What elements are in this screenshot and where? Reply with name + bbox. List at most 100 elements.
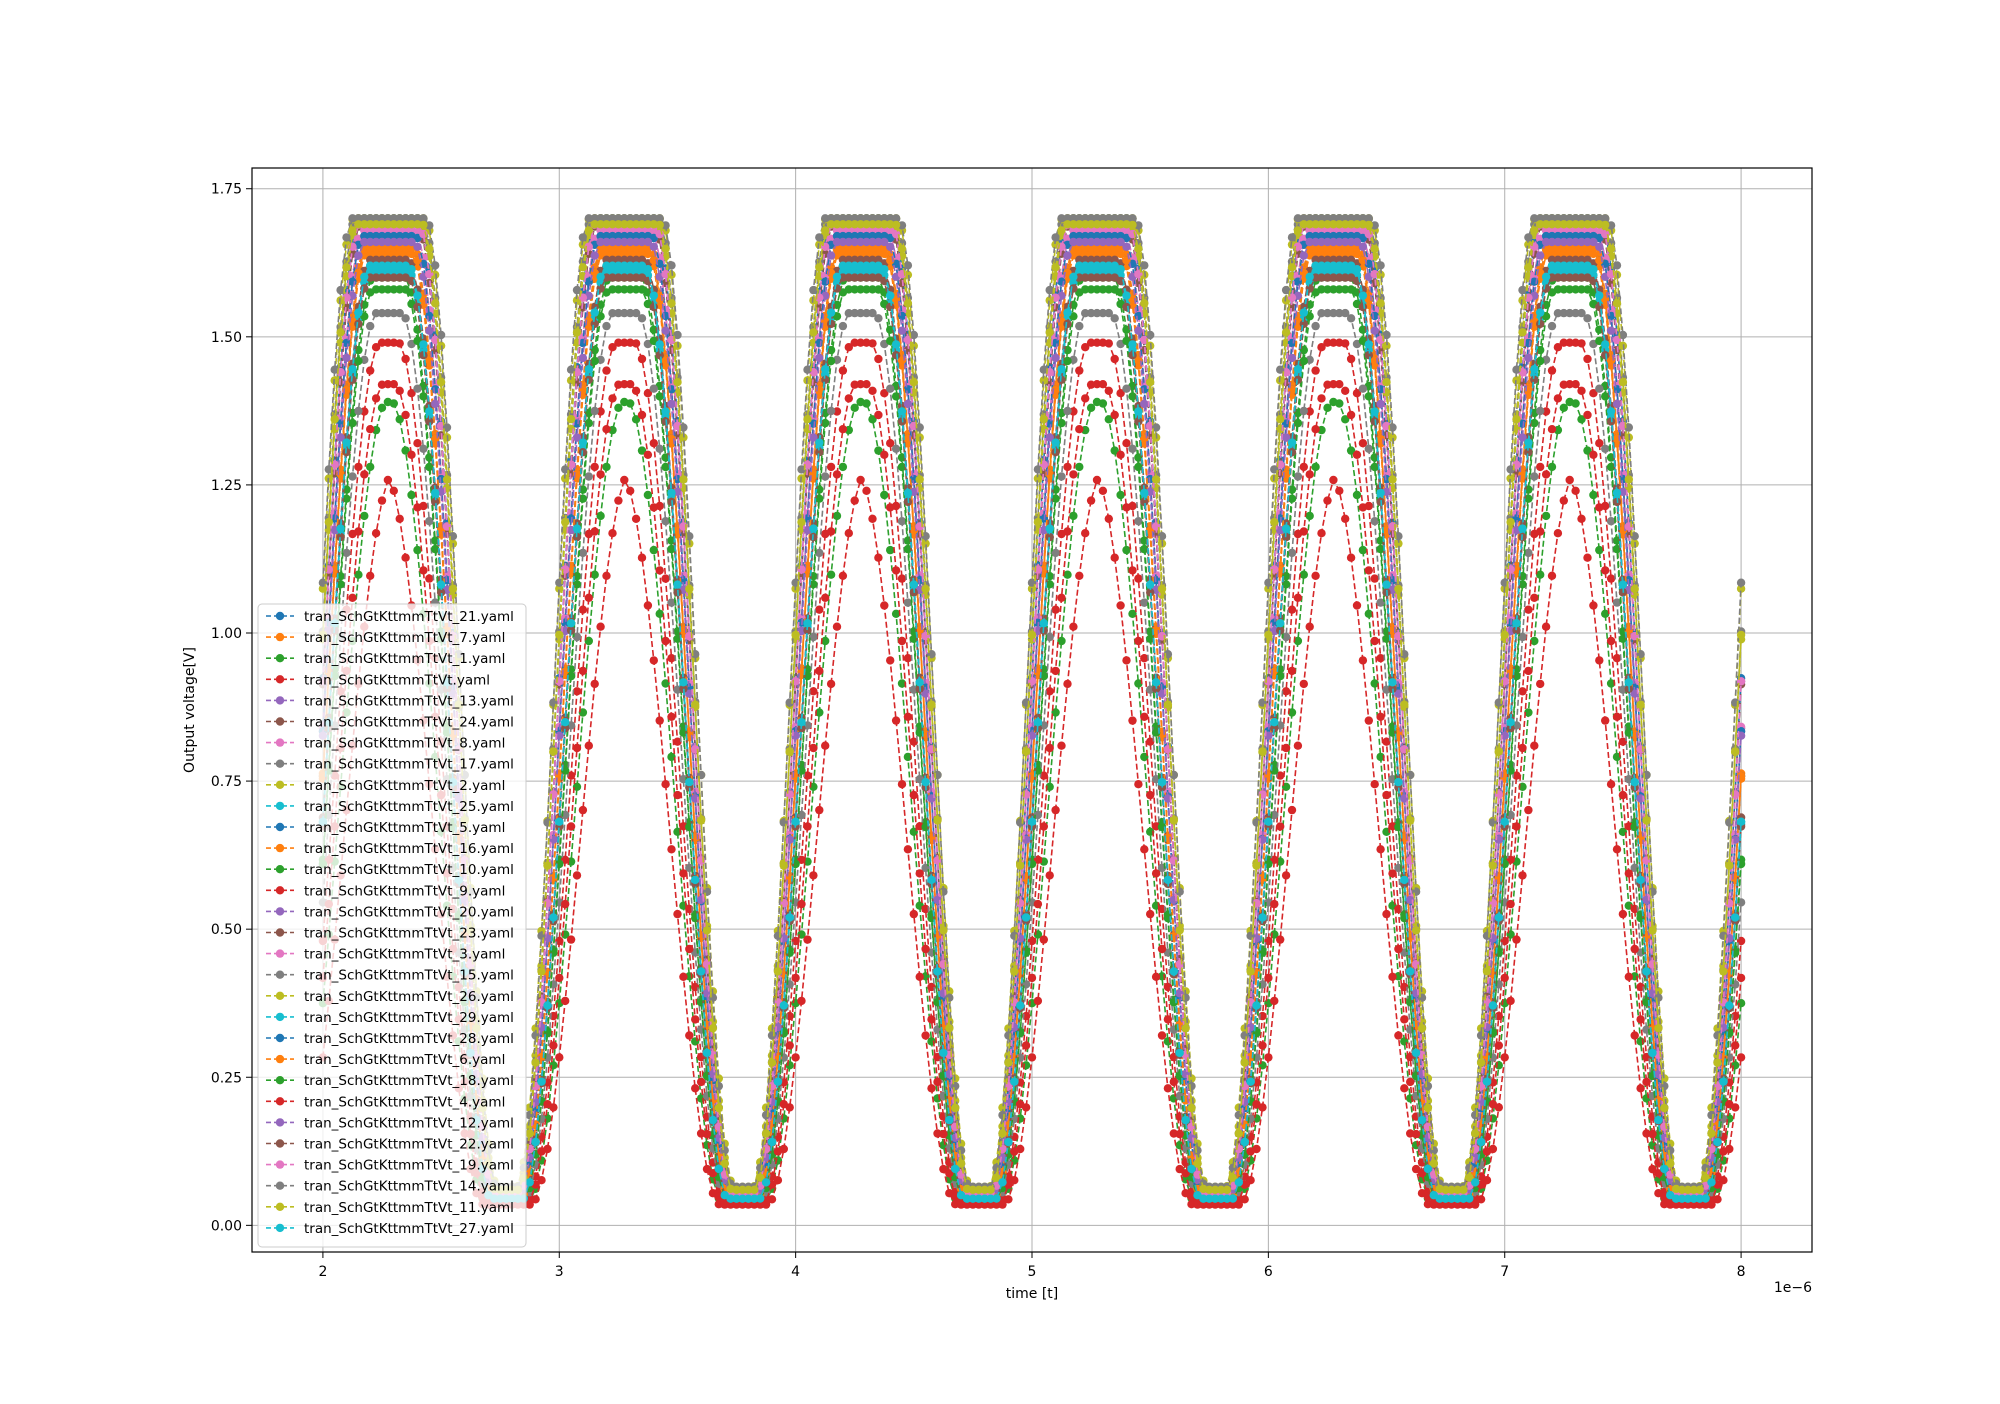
data-point <box>1081 529 1089 537</box>
data-point <box>1335 399 1343 407</box>
data-point <box>910 910 918 918</box>
data-point <box>1583 355 1591 363</box>
data-point <box>366 322 374 330</box>
data-point <box>1122 385 1130 393</box>
data-point <box>1046 871 1054 879</box>
data-point <box>1063 463 1071 471</box>
data-point <box>1571 487 1579 495</box>
data-point <box>874 314 882 322</box>
data-point <box>1128 445 1136 453</box>
data-point <box>1536 680 1544 688</box>
data-point <box>596 623 604 631</box>
data-point <box>1063 680 1071 688</box>
data-point <box>656 716 664 724</box>
data-point <box>856 476 864 484</box>
data-point <box>1311 366 1319 374</box>
data-point <box>656 445 664 453</box>
data-point <box>1087 496 1095 504</box>
data-point <box>1365 445 1373 453</box>
data-point <box>1536 407 1544 415</box>
data-point <box>927 1084 935 1092</box>
data-point <box>608 529 616 537</box>
data-point <box>1371 780 1379 788</box>
data-point <box>348 472 356 480</box>
data-point <box>839 572 847 580</box>
data-point <box>1501 1053 1509 1061</box>
data-point <box>1311 463 1319 471</box>
data-point <box>1051 806 1059 814</box>
data-point <box>1382 910 1390 918</box>
data-point <box>862 487 870 495</box>
data-point <box>1394 1031 1402 1039</box>
data-point <box>591 571 599 579</box>
data-point <box>1512 935 1520 943</box>
data-point <box>384 476 392 484</box>
data-point <box>1595 385 1603 393</box>
data-point <box>1294 742 1302 750</box>
data-point <box>1530 472 1538 480</box>
data-point <box>1057 472 1065 480</box>
data-point <box>898 517 906 525</box>
data-point <box>1542 512 1550 520</box>
data-point <box>1306 623 1314 631</box>
data-point <box>1548 366 1556 374</box>
data-point <box>596 512 604 520</box>
data-point <box>1105 515 1113 523</box>
data-point <box>673 910 681 918</box>
data-point <box>1737 1053 1745 1061</box>
data-point <box>1554 529 1562 537</box>
data-point <box>1317 529 1325 537</box>
data-point <box>797 997 805 1005</box>
data-point <box>815 806 823 814</box>
data-point <box>638 355 646 363</box>
data-point <box>1613 845 1621 853</box>
data-point <box>579 806 587 814</box>
data-point <box>1400 1084 1408 1092</box>
data-point <box>644 491 652 499</box>
data-point <box>886 656 894 664</box>
data-point <box>1075 463 1083 471</box>
data-point <box>1111 314 1119 322</box>
data-point <box>396 515 404 523</box>
data-point <box>585 742 593 750</box>
data-point <box>1607 574 1615 582</box>
data-point <box>360 512 368 520</box>
data-point <box>679 973 687 981</box>
data-point <box>1311 572 1319 580</box>
data-point <box>1341 515 1349 523</box>
data-point <box>1589 601 1597 609</box>
data-point <box>1164 1084 1172 1092</box>
data-point <box>638 554 646 562</box>
data-point <box>1548 572 1556 580</box>
data-point <box>567 935 575 943</box>
data-point <box>1536 463 1544 471</box>
data-point <box>1359 656 1367 664</box>
data-point <box>1583 314 1591 322</box>
data-point <box>1288 606 1296 614</box>
data-point <box>1152 973 1160 981</box>
data-point <box>1353 491 1361 499</box>
data-point <box>1134 574 1142 582</box>
data-point <box>354 407 362 415</box>
data-point <box>874 554 882 562</box>
data-point <box>1057 742 1065 750</box>
data-point <box>1347 355 1355 363</box>
data-point <box>1270 997 1278 1005</box>
data-point <box>591 680 599 688</box>
data-point <box>833 623 841 631</box>
data-point <box>1040 935 1048 943</box>
data-point <box>579 606 587 614</box>
data-point <box>904 845 912 853</box>
data-point <box>1075 366 1083 374</box>
data-point <box>1347 314 1355 322</box>
data-point <box>620 476 628 484</box>
data-point <box>1140 845 1148 853</box>
data-point <box>1359 385 1367 393</box>
data-point <box>1264 1053 1272 1061</box>
data-point <box>845 529 853 537</box>
data-point <box>815 606 823 614</box>
data-point <box>1636 1084 1644 1092</box>
data-point <box>1122 656 1130 664</box>
data-point <box>573 871 581 879</box>
data-point <box>1134 780 1142 788</box>
